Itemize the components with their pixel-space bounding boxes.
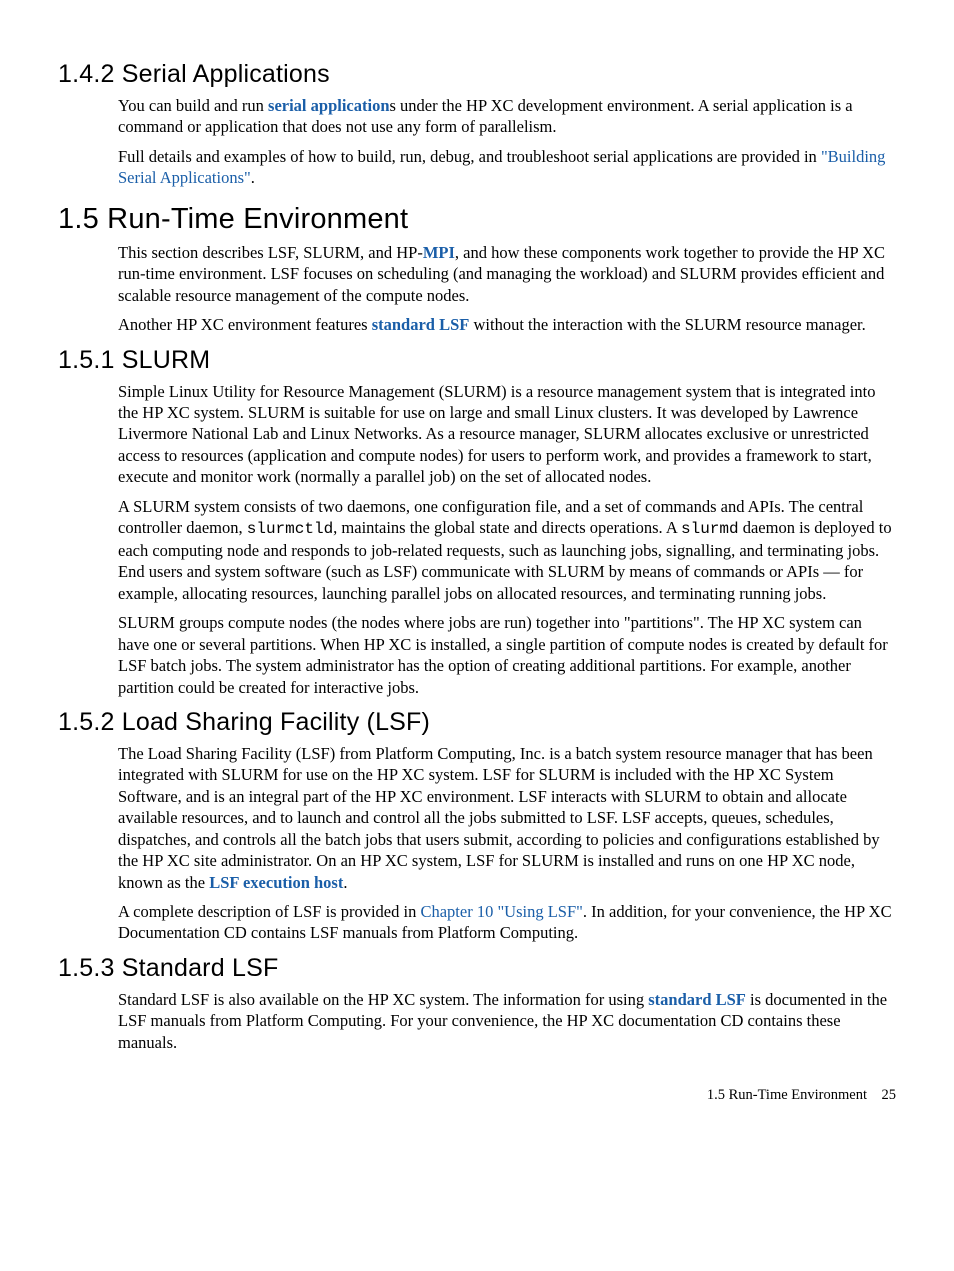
para-15-1: This section describes LSF, SLURM, and H…: [118, 242, 896, 306]
heading-15: 1.5 Run-Time Environment: [58, 203, 896, 236]
text: Full details and examples of how to buil…: [118, 147, 821, 166]
para-142-2: Full details and examples of how to buil…: [118, 146, 896, 189]
heading-151: 1.5.1 SLURM: [58, 346, 896, 375]
text: Standard LSF is also available on the HP…: [118, 990, 648, 1009]
body-153: Standard LSF is also available on the HP…: [118, 989, 896, 1053]
para-153-1: Standard LSF is also available on the HP…: [118, 989, 896, 1053]
text: You can build and run: [118, 96, 268, 115]
code-slurmctld: slurmctld: [247, 520, 333, 538]
footer-page-number: 25: [882, 1087, 897, 1103]
para-15-2: Another HP XC environment features stand…: [118, 314, 896, 335]
para-151-1: Simple Linux Utility for Resource Manage…: [118, 381, 896, 488]
body-142: You can build and run serial application…: [118, 95, 896, 189]
text: Another HP XC environment features: [118, 315, 372, 334]
code-slurmd: slurmd: [681, 520, 739, 538]
mpi-link[interactable]: MPI: [423, 243, 455, 262]
para-142-1: You can build and run serial application…: [118, 95, 896, 138]
heading-152: 1.5.2 Load Sharing Facility (LSF): [58, 708, 896, 737]
text: A complete description of LSF is provide…: [118, 902, 420, 921]
chapter-10-link[interactable]: Chapter 10 "Using LSF": [420, 902, 582, 921]
heading-153: 1.5.3 Standard LSF: [58, 954, 896, 983]
body-151: Simple Linux Utility for Resource Manage…: [118, 381, 896, 698]
serial-application-link[interactable]: serial application: [268, 96, 389, 115]
text: .: [251, 168, 255, 187]
para-152-2: A complete description of LSF is provide…: [118, 901, 896, 944]
page-container: 1.4.2 Serial Applications You can build …: [0, 0, 954, 1144]
page-footer: 1.5 Run-Time Environment 25: [58, 1087, 896, 1104]
standard-lsf-link[interactable]: standard LSF: [372, 315, 470, 334]
para-151-3: SLURM groups compute nodes (the nodes wh…: [118, 612, 896, 698]
body-15: This section describes LSF, SLURM, and H…: [118, 242, 896, 336]
text: The Load Sharing Facility (LSF) from Pla…: [118, 744, 880, 892]
lsf-execution-host-link[interactable]: LSF execution host: [209, 873, 343, 892]
standard-lsf-link-2[interactable]: standard LSF: [648, 990, 746, 1009]
text: without the interaction with the SLURM r…: [469, 315, 865, 334]
para-152-1: The Load Sharing Facility (LSF) from Pla…: [118, 743, 896, 893]
footer-section: 1.5 Run-Time Environment: [707, 1087, 867, 1103]
para-151-2: A SLURM system consists of two daemons, …: [118, 496, 896, 605]
body-152: The Load Sharing Facility (LSF) from Pla…: [118, 743, 896, 944]
text: This section describes LSF, SLURM, and H…: [118, 243, 423, 262]
heading-142: 1.4.2 Serial Applications: [58, 60, 896, 89]
text: , maintains the global state and directs…: [333, 518, 681, 537]
text: .: [343, 873, 347, 892]
